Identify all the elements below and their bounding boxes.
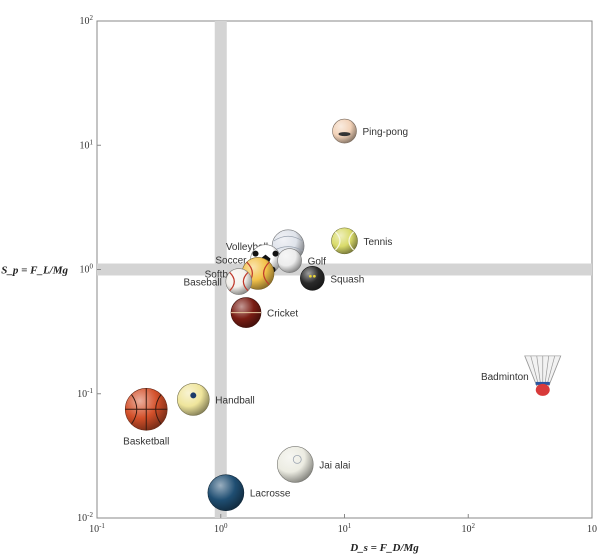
y-axis-label: S_p = F_L/Mg <box>1 265 68 277</box>
handball-icon: Handball <box>176 383 255 416</box>
ball-body <box>300 265 325 291</box>
point-label-handball: Handball <box>215 395 254 406</box>
badminton-shuttlecock-icon: Badminton <box>481 355 562 396</box>
point-label-squash: Squash <box>330 274 364 285</box>
ball-seam <box>263 261 270 286</box>
point-label-basketball: Basketball <box>123 436 169 447</box>
squash-ball-icon: Squash <box>300 265 364 291</box>
ball-seam <box>155 394 162 425</box>
point-label-tennis: Tennis <box>364 237 393 248</box>
ball-body <box>276 446 314 483</box>
ball-seam <box>348 231 355 251</box>
horizontal-reference-band <box>97 263 592 276</box>
ball-seam <box>334 231 341 251</box>
squash-dot <box>308 274 312 278</box>
ball-body <box>277 248 302 273</box>
baseball-icon: Baseball <box>183 268 253 295</box>
jai-alai-ball-icon: Jai alai <box>276 446 350 483</box>
ball-seam <box>131 394 138 425</box>
point-label-badminton: Badminton <box>481 372 529 383</box>
soccer-patch <box>272 250 279 257</box>
point-label-softball: Softball <box>205 269 238 280</box>
point-label-volleyball: Volleyball <box>226 242 268 253</box>
x-tick-label: 10 <box>587 524 597 535</box>
shuttlecock-feather <box>548 355 562 387</box>
handball-logo <box>190 392 197 399</box>
shuttlecock-cork <box>535 383 550 396</box>
point-label-cricket: Cricket <box>267 309 298 320</box>
ball-seam <box>242 272 249 292</box>
y-tick-label: 102 <box>80 14 94 27</box>
soccer-patch <box>252 250 259 257</box>
point-label-jai-alai: Jai alai <box>319 460 350 471</box>
y-tick-label: 10-2 <box>77 511 93 524</box>
shuttlecock-feather <box>546 355 556 387</box>
x-tick-label: 100 <box>214 522 228 535</box>
x-tick-label: 10-1 <box>89 522 105 535</box>
basketball-icon: Basketball <box>123 387 169 447</box>
ping-pong-print <box>338 132 351 137</box>
ball-seam <box>229 272 235 292</box>
shuttlecock-feather <box>530 355 540 387</box>
shuttlecock-feather <box>544 355 550 386</box>
ball-body <box>176 383 210 416</box>
shuttlecock-feather <box>536 355 542 386</box>
point-label-lacrosse: Lacrosse <box>250 489 291 500</box>
y-tick-label: 101 <box>80 138 94 151</box>
x-tick-label: 101 <box>338 522 352 535</box>
lacrosse-ball-icon: Lacrosse <box>207 474 291 511</box>
data-points: Ping-pong Tennis Volleyball Soccer Golf Softb… <box>123 118 562 511</box>
squash-dot <box>312 274 316 278</box>
ball-body <box>207 474 245 511</box>
jai-alai-mark <box>292 455 302 464</box>
golf-ball-icon: Golf <box>277 248 327 273</box>
point-label-soccer: Soccer <box>215 256 247 267</box>
ball-seam <box>273 235 303 242</box>
y-tick-label: 100 <box>80 263 94 276</box>
ball-body <box>332 118 357 144</box>
point-label-baseball: Baseball <box>183 278 221 289</box>
shuttlecock-feather <box>524 355 538 387</box>
point-label-ping-pong: Ping-pong <box>363 127 409 138</box>
ping-pong-ball-icon: Ping-pong <box>332 118 409 144</box>
x-axis-label: D_s = F_D/Mg <box>349 542 419 554</box>
x-tick-label: 102 <box>462 522 476 535</box>
tennis-ball-icon: Tennis <box>331 227 393 255</box>
reference-lines <box>97 21 592 518</box>
shuttlecock-band <box>535 381 550 385</box>
point-label-golf: Golf <box>308 257 327 268</box>
y-tick-label: 10-1 <box>77 387 93 400</box>
cricket-ball-icon: Cricket <box>230 297 298 328</box>
